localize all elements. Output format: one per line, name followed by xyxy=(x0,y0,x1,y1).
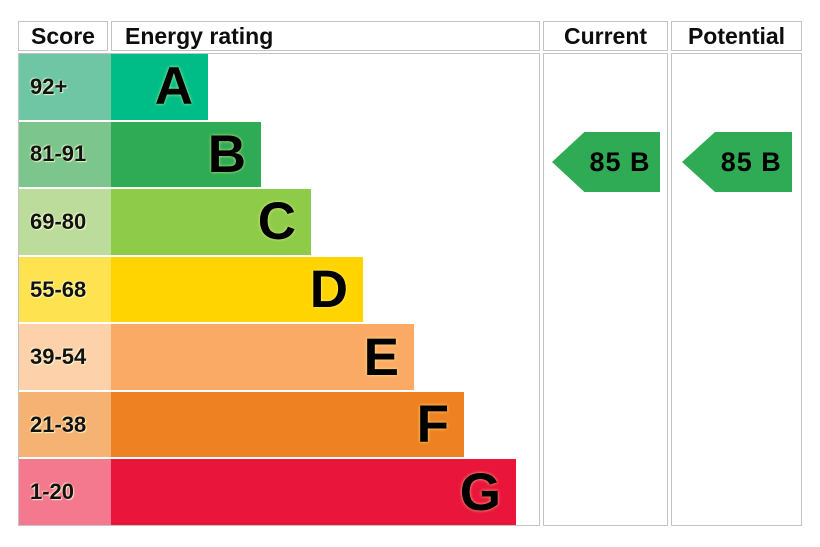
score-range-label-a: 92+ xyxy=(19,54,111,120)
rating-band-bar-g: G xyxy=(111,459,516,525)
score-range-label-c: 69-80 xyxy=(19,189,111,255)
band-letter-b: B xyxy=(207,124,246,184)
band-letter-g: G xyxy=(459,462,501,522)
potential-column-header: Potential xyxy=(671,21,802,51)
rating-band-bar-c: C xyxy=(111,189,311,255)
rating-band-bar-a: A xyxy=(111,54,208,120)
band-row-b: 81-91 B xyxy=(19,119,539,188)
band-letter-d: D xyxy=(309,260,348,320)
band-letter-a: A xyxy=(154,57,193,117)
band-letter-f: F xyxy=(416,395,449,455)
score-range-label-f: 21-38 xyxy=(19,391,111,458)
potential-rating-value: 85 B xyxy=(720,146,782,177)
band-row-g: 1-20 G xyxy=(19,457,539,525)
rating-band-bar-d: D xyxy=(111,256,363,323)
band-row-a: 92+ A xyxy=(19,54,539,120)
epc-rating-table: Score Energy rating Current Potential 92… xyxy=(18,21,802,526)
score-range-label-d: 55-68 xyxy=(19,256,111,323)
band-letter-c: C xyxy=(257,192,296,252)
rating-band-bar-e: E xyxy=(111,324,414,390)
current-rating-arrow: 85 B xyxy=(552,132,660,192)
band-row-d: 55-68 D xyxy=(19,254,539,323)
energy-rating-scale: 92+ A 81-91 B 69-80 C 55-68 D 39-54 E 21… xyxy=(18,53,540,526)
score-range-label-e: 39-54 xyxy=(19,324,111,390)
potential-rating-cell: 85 B xyxy=(671,53,802,526)
band-row-e: 39-54 E xyxy=(19,322,539,390)
score-range-label-b: 81-91 xyxy=(19,121,111,188)
band-letter-e: E xyxy=(363,327,399,387)
current-column-header: Current xyxy=(543,21,668,51)
energy-rating-column-header: Energy rating xyxy=(111,21,540,51)
band-row-f: 21-38 F xyxy=(19,389,539,458)
score-range-label-g: 1-20 xyxy=(19,459,111,525)
score-column-header: Score xyxy=(18,21,108,51)
current-rating-cell: 85 B xyxy=(543,53,668,526)
band-row-c: 69-80 C xyxy=(19,187,539,255)
potential-rating-arrow: 85 B xyxy=(682,132,792,192)
rating-band-bar-b: B xyxy=(111,121,261,188)
rating-band-bar-f: F xyxy=(111,391,464,458)
current-rating-value: 85 B xyxy=(589,146,651,177)
